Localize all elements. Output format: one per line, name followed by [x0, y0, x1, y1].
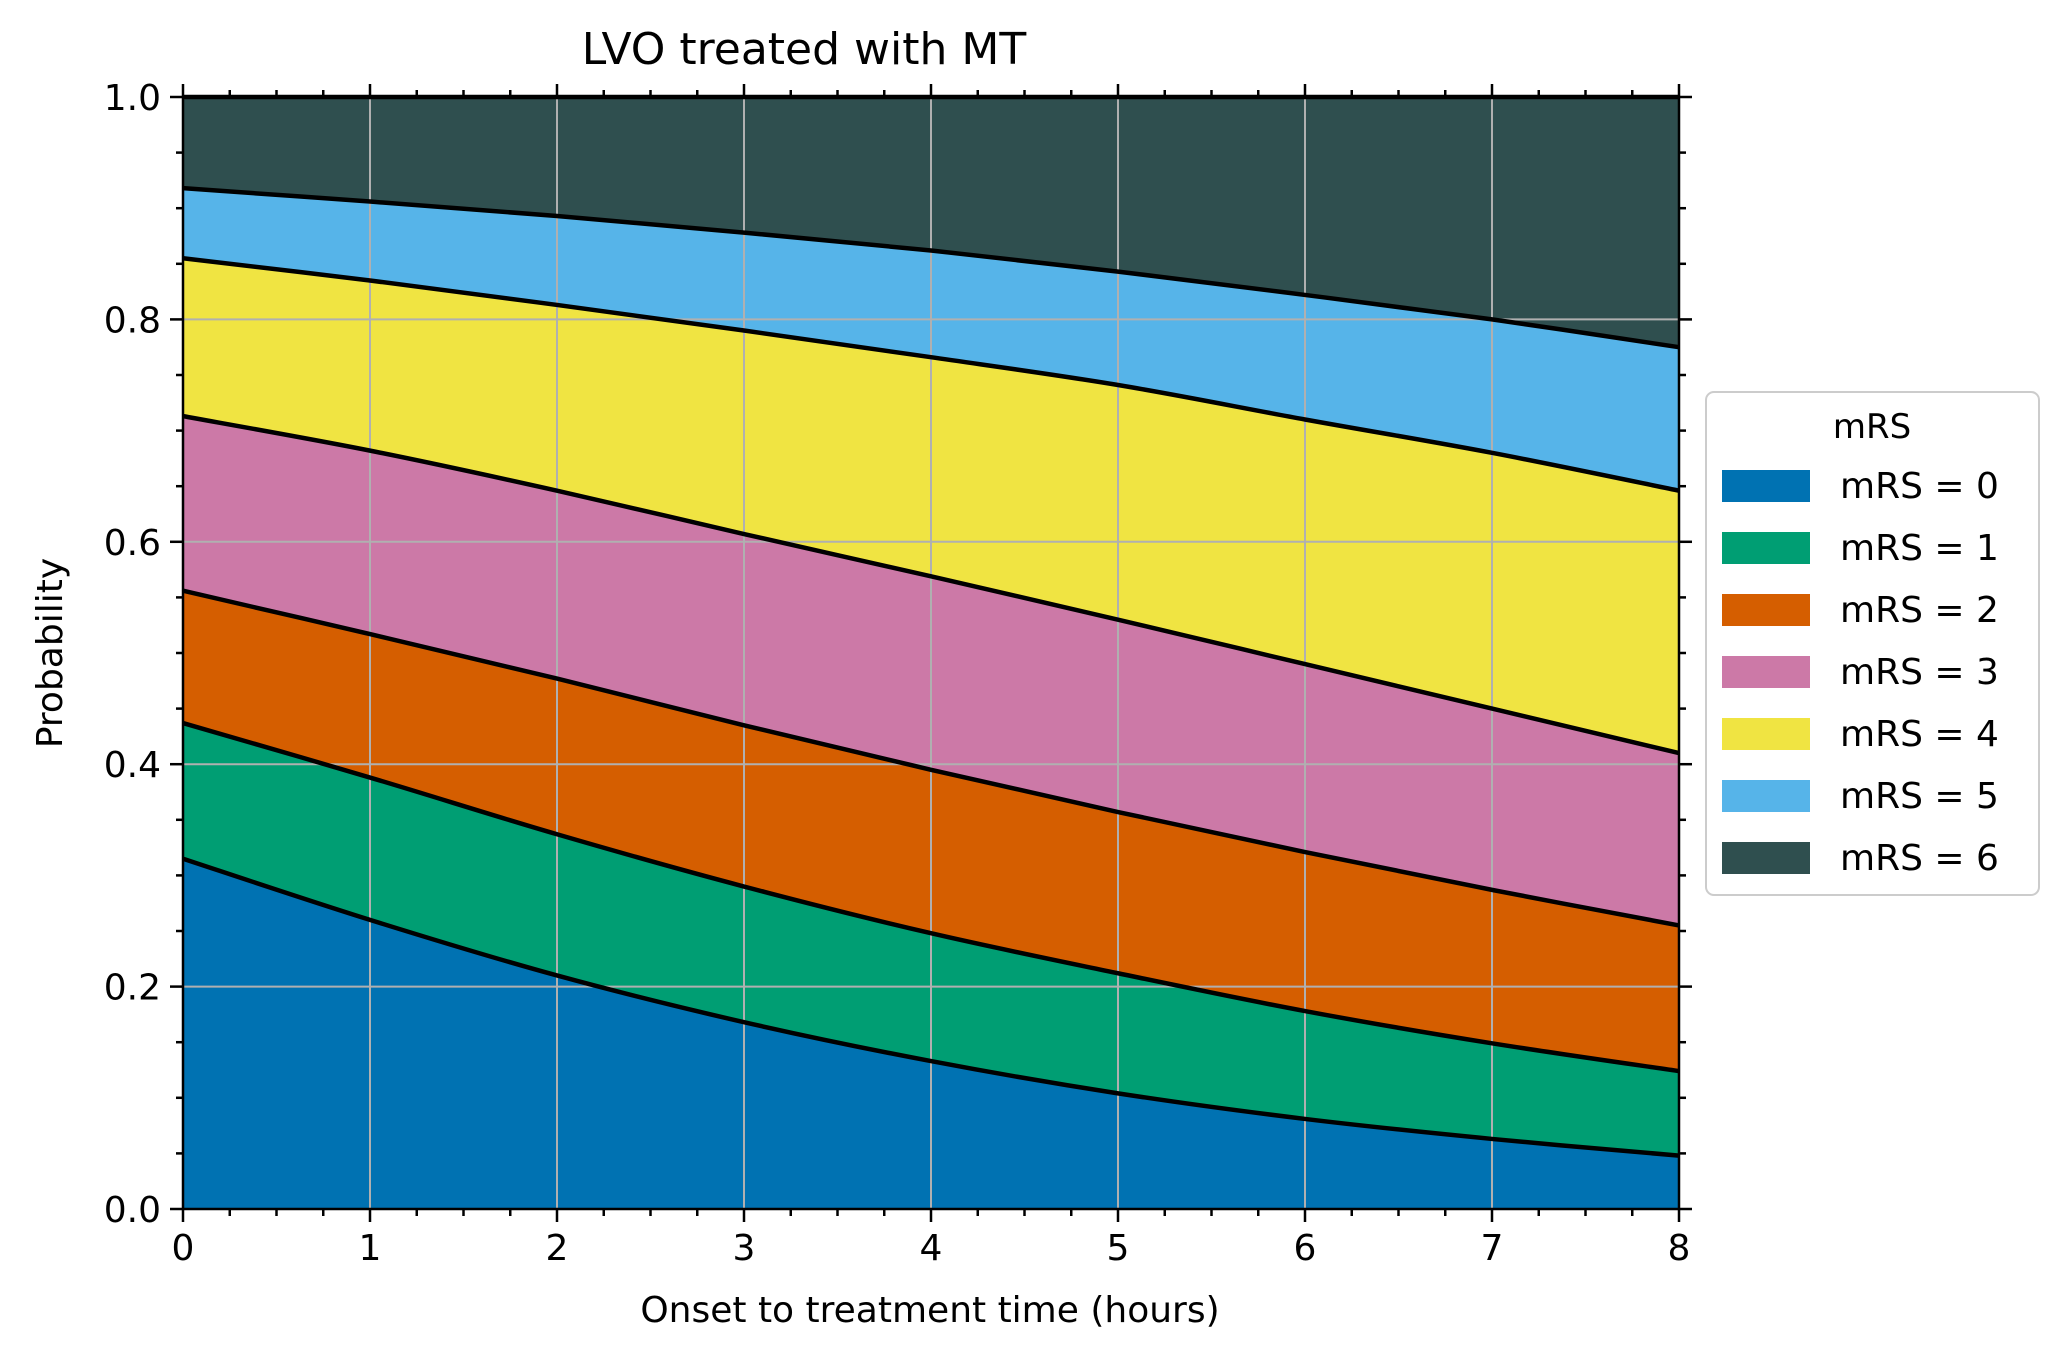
- legend-label: mRS = 5: [1840, 776, 1999, 817]
- y-tick-labels: 0.0 0.2 0.4 0.6 0.8 1.0: [104, 78, 161, 1231]
- boundary-line-4: [182, 256, 1680, 493]
- y-tick-label: 0.8: [104, 300, 161, 341]
- legend-label: mRS = 6: [1840, 838, 1999, 879]
- y-tick-label: 1.0: [104, 78, 161, 119]
- x-tick-label: 6: [1294, 1228, 1317, 1269]
- legend-title: mRS: [1833, 407, 1911, 447]
- boundary-line-1: [182, 720, 1680, 1074]
- x-axis-label: Onset to treatment time (hours): [640, 1290, 1219, 1331]
- y-tick-label: 0.0: [104, 1190, 161, 1231]
- legend-swatch: [1722, 842, 1810, 874]
- y-tick-label: 0.2: [104, 968, 161, 1009]
- y-axis-label: Probability: [30, 558, 71, 748]
- legend-swatch: [1722, 656, 1810, 688]
- x-tick-label: 7: [1481, 1228, 1504, 1269]
- axis-ticks: [170, 84, 1692, 1222]
- legend-swatch: [1722, 780, 1810, 812]
- boundary-line-2: [182, 588, 1680, 928]
- legend-label: mRS = 3: [1840, 652, 1999, 693]
- x-tick-label: 4: [920, 1228, 943, 1269]
- x-tick-label: 8: [1668, 1228, 1691, 1269]
- legend-label: mRS = 1: [1840, 528, 1999, 569]
- boundary-line-3: [182, 413, 1680, 756]
- x-tick-label: 1: [359, 1228, 382, 1269]
- x-tick-labels: 0 1 2 3 4 5 6 7 8: [172, 1228, 1691, 1269]
- x-tick-label: 0: [172, 1228, 195, 1269]
- y-tick-label: 0.4: [104, 745, 161, 786]
- y-tick-label: 0.6: [104, 523, 161, 564]
- chart-title: LVO treated with MT: [582, 24, 1027, 75]
- x-tick-label: 3: [733, 1228, 756, 1269]
- boundary-line-0: [182, 856, 1680, 1158]
- boundary-lines: [182, 94, 1680, 1158]
- legend-label: mRS = 2: [1840, 590, 1999, 631]
- x-tick-label: 5: [1107, 1228, 1130, 1269]
- boundary-line-5: [182, 185, 1680, 350]
- legend-swatch: [1722, 594, 1810, 626]
- legend-label: mRS = 4: [1840, 714, 1999, 755]
- legend-label: mRS = 0: [1840, 466, 1999, 507]
- legend-box: [1705, 391, 2040, 896]
- legend-swatch: [1722, 532, 1810, 564]
- legend-items: mRS = 0 mRS = 1 mRS = 2 mRS = 3 mRS = 4 mRS =…: [1722, 466, 1999, 879]
- legend-swatch: [1722, 470, 1810, 502]
- legend-swatch: [1722, 718, 1810, 750]
- x-tick-label: 2: [546, 1228, 569, 1269]
